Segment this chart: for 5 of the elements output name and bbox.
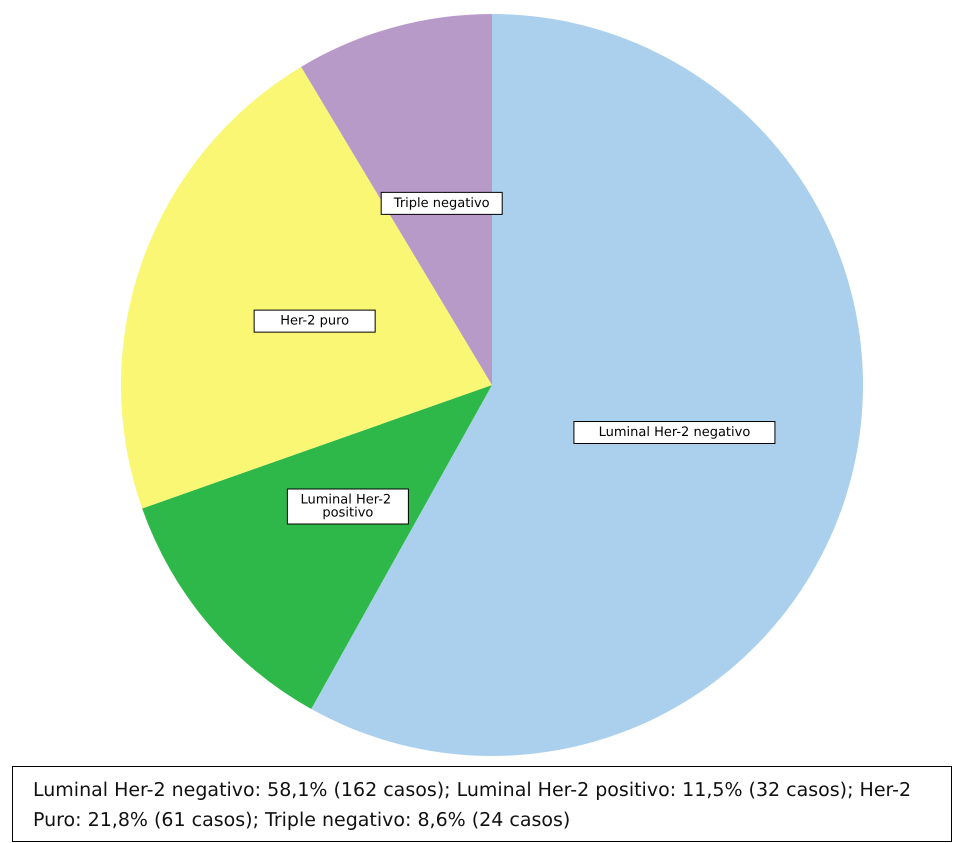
slice-label: Luminal Her-2 negativo <box>598 424 750 440</box>
text: Luminal Her-2 negativo: 58,1% (162 casos); Luminal Her-2 positivo: 11,5% (32 casos); Her-2 Puro: 21,8% (61 casos); Triple negativo: 8,6% (24 casos) <box>12 766 952 842</box>
slice-label: Her-2 puro <box>280 314 350 329</box>
slice-label: Luminal Her-2 positivo <box>300 492 396 521</box>
slice-label: Triple negativo <box>392 196 490 211</box>
